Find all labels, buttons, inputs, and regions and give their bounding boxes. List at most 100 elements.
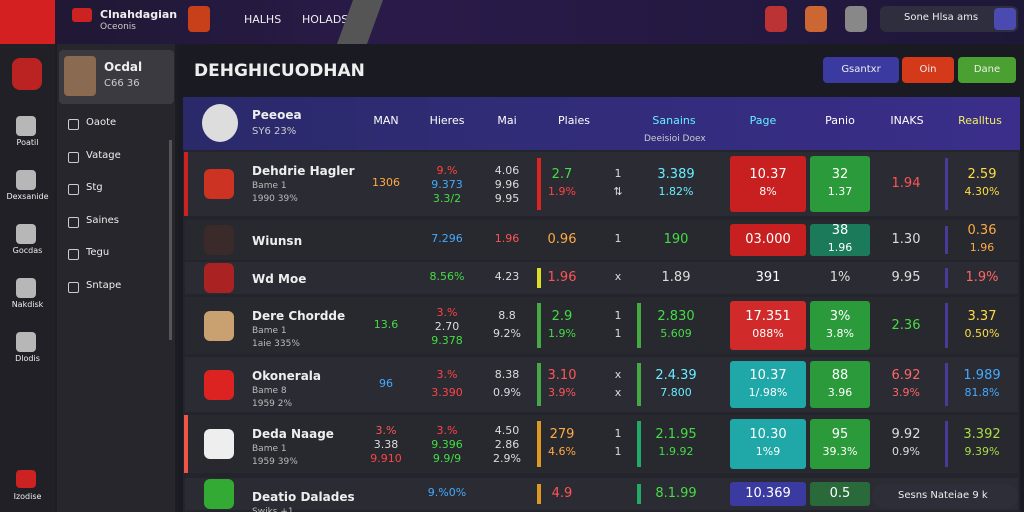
- cell-value: 1: [614, 326, 622, 340]
- cell-value: 8.1.99: [655, 486, 697, 501]
- cell-value: 9.%0%: [427, 486, 467, 499]
- cell-value: 2.4.39: [655, 367, 697, 383]
- column-header: Hieres: [429, 114, 465, 127]
- cell-value: 03.000: [745, 232, 791, 247]
- rail-badge: [12, 58, 42, 90]
- cell-value: 0.9%: [892, 445, 920, 458]
- button[interactable]: Gsantxr: [823, 57, 899, 83]
- rail-icon: [16, 224, 36, 244]
- button[interactable]: Dane: [958, 57, 1016, 83]
- cell-value: 5.609: [660, 326, 692, 340]
- rail-bottom[interactable]: Izodise: [13, 492, 42, 501]
- rail-icon: [16, 116, 36, 136]
- indicator-bar: [537, 421, 541, 467]
- indicator-bar: [945, 303, 948, 348]
- highlight-box: [810, 361, 870, 408]
- cell-value: 9.910: [370, 452, 402, 465]
- player-info: Swiks +1: [252, 507, 294, 512]
- cell-value: 9.39%: [964, 445, 1000, 458]
- highlight-box: [810, 301, 870, 350]
- cell-value: 4.9: [551, 486, 573, 501]
- cell-value: 1/.98%: [748, 385, 788, 399]
- cell-value: x: [614, 367, 622, 381]
- cell-value: 9.9/9: [432, 452, 462, 465]
- column-header: Realltus: [958, 114, 1002, 127]
- indicator-bar: [537, 303, 541, 348]
- cell-value: 1306: [372, 176, 400, 189]
- cell-value: 38: [831, 223, 849, 238]
- player-name: Dere Chordde: [252, 309, 346, 323]
- menu-item[interactable]: Sntape: [86, 279, 122, 291]
- rail-label[interactable]: Nakdisk: [11, 300, 44, 309]
- cell-value: 10.30: [749, 427, 787, 442]
- menu-item[interactable]: Tegu: [86, 247, 110, 258]
- brand-icon: [72, 8, 92, 22]
- cell-value: 1.96: [494, 232, 520, 245]
- cell-value: 3.38: [373, 438, 399, 451]
- indicator-bar: [945, 226, 948, 254]
- cell-value: 3.%: [436, 305, 458, 319]
- rail-label[interactable]: Gocdas: [12, 246, 43, 255]
- nav-item[interactable]: HALHS: [244, 13, 282, 26]
- cell-value: 7.296: [431, 232, 463, 245]
- cell-value: 9.%: [436, 164, 458, 177]
- indicator-bar: [537, 484, 541, 504]
- player-name: Dehdrie Hagler: [252, 164, 355, 178]
- header-sub: SY6 23%: [252, 126, 297, 137]
- cell-value: 3.%: [375, 424, 397, 437]
- column-header: INAKS: [890, 114, 924, 127]
- rail-label[interactable]: Poatil: [16, 138, 39, 147]
- column-header: Sanains: [652, 114, 696, 127]
- rail-icon: [16, 170, 36, 190]
- table-row: [185, 262, 1018, 294]
- row-accent: [184, 152, 188, 216]
- search-text: Sone Hlsa ams: [904, 12, 979, 23]
- player-info: Bame 8: [252, 386, 287, 396]
- cell-value: 8.56%: [429, 270, 465, 283]
- team-icon: [805, 6, 827, 32]
- highlight-box: [810, 156, 870, 212]
- menu-item[interactable]: Saines: [86, 214, 119, 226]
- player-info: 1959 2%: [252, 399, 293, 409]
- cell-value: 3.9%: [548, 385, 576, 399]
- column-header: Mai: [497, 114, 517, 127]
- indicator-bar: [945, 421, 948, 467]
- menu-item[interactable]: Oaote: [86, 117, 117, 128]
- profile-name: Ocdal: [104, 60, 143, 74]
- cell-value: 2.9: [551, 308, 573, 324]
- cell-value: 95: [831, 427, 849, 442]
- cell-value: 10.369: [745, 486, 791, 501]
- cell-value: 32: [831, 167, 849, 182]
- cell-value: 81.8%: [964, 385, 1000, 399]
- row-logo: [204, 225, 234, 255]
- sidebar: [57, 44, 175, 512]
- highlight-box: [730, 482, 806, 506]
- menu-item[interactable]: Vatage: [86, 149, 121, 161]
- cell-value: 1.9%: [965, 270, 999, 285]
- cell-value: 8.8: [498, 308, 516, 322]
- brand: Clnahdagian: [100, 8, 178, 21]
- cell-value: 9.378: [431, 333, 463, 347]
- player-info: 1990 39%: [252, 194, 298, 204]
- table-row: [185, 220, 1018, 260]
- cell-value: 8.38: [494, 367, 520, 381]
- header-avatar: [202, 104, 238, 142]
- cell-value: 1.9%: [548, 326, 576, 340]
- menu-item[interactable]: Stg: [86, 182, 103, 193]
- player-name: Wiunsn: [252, 234, 303, 248]
- rail-label[interactable]: Dlodis: [15, 354, 40, 363]
- rail-label[interactable]: Dexsanide: [6, 192, 49, 201]
- indicator-bar: [945, 363, 948, 406]
- table-header: [183, 97, 1020, 150]
- nav-item[interactable]: HOLADS: [302, 13, 349, 26]
- cell-value: 1: [614, 427, 622, 440]
- search-btn[interactable]: [994, 8, 1016, 30]
- cell-value: 2.7: [551, 167, 573, 182]
- cell-value: 2.830: [657, 308, 695, 324]
- row-logo: [204, 169, 234, 199]
- chat-pill[interactable]: [872, 484, 1018, 508]
- button[interactable]: Oin: [902, 57, 954, 83]
- player-info: 1aie 335%: [252, 339, 300, 349]
- player-info: Bame 1: [252, 444, 287, 454]
